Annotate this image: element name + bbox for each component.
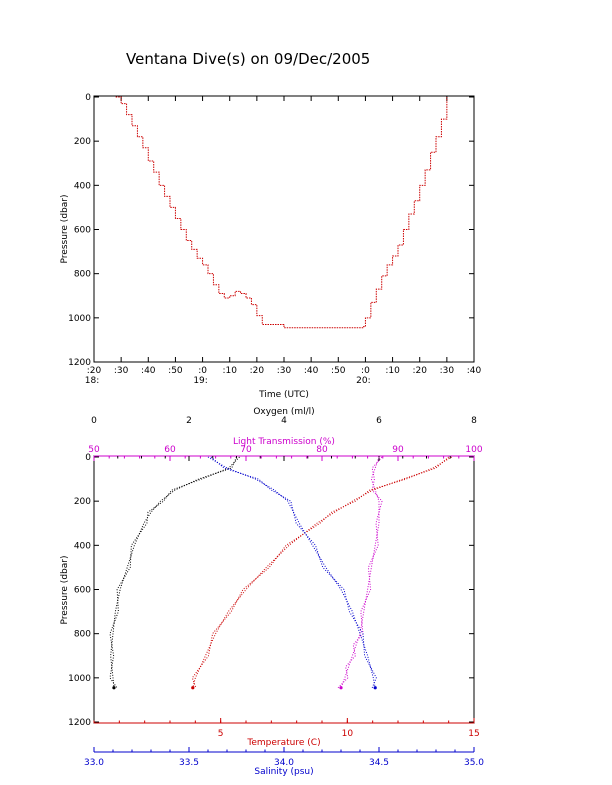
temperature-tick-label: 15 xyxy=(468,729,479,739)
dive-ytick-label: 1000 xyxy=(68,314,91,324)
salinity-profile-line xyxy=(210,456,377,688)
dive-depth-line xyxy=(115,96,448,329)
dive-ytick-label: 400 xyxy=(74,181,91,191)
salinity-axis: 33.0 33.5 34.0 34.5 35.0 xyxy=(84,747,484,768)
dive-xtick-label: :40 xyxy=(304,366,319,376)
dive-series xyxy=(115,96,448,329)
profile-plot-frame xyxy=(93,455,475,724)
oxygen-tick-label: 2 xyxy=(186,416,192,426)
light-tick-label: 60 xyxy=(164,445,176,455)
dive-xtick-label: :30 xyxy=(114,366,129,376)
oxygen-tick-label: 4 xyxy=(281,416,287,426)
page-title: Ventana Dive(s) on 09/Dec/2005 xyxy=(126,50,371,68)
oxygen-tick-label: 0 xyxy=(91,416,97,426)
oxygen-axis-label: Oxygen (ml/l) xyxy=(253,407,314,417)
profile-ytick-label: 1000 xyxy=(68,674,91,684)
temperature-bottom-point xyxy=(191,686,195,690)
salinity-tick-label: 34.5 xyxy=(369,758,389,768)
dive-xtick-label: :0 xyxy=(361,366,370,376)
profile-series xyxy=(109,456,452,690)
salinity-tick-label: 34.0 xyxy=(274,758,294,768)
dive-xtick-label: :20 xyxy=(412,366,427,376)
light-bottom-point xyxy=(339,686,343,690)
profile-ytick-label: 800 xyxy=(74,630,91,640)
salinity-bottom-point xyxy=(373,686,377,690)
dive-xtick-label: :30 xyxy=(440,366,455,376)
dive-ytick-label: 600 xyxy=(74,226,91,236)
temperature-tick-label: 10 xyxy=(342,729,354,739)
light-tick-label: 50 xyxy=(88,445,100,455)
temperature-axis-label: Temperature (C) xyxy=(246,738,320,748)
profile-ytick-label: 600 xyxy=(74,586,91,596)
light-tick-label: 70 xyxy=(240,445,252,455)
salinity-tick-label: 35.0 xyxy=(464,758,484,768)
salinity-axis-label: Salinity (psu) xyxy=(254,767,313,777)
profile-ylabel: Pressure (dbar) xyxy=(60,556,70,625)
dive-xtick-hour: 18: xyxy=(85,376,99,386)
dive-y-axis: 0 200 400 600 800 1000 1200 xyxy=(68,93,474,368)
dive-ytick-label: 200 xyxy=(74,137,91,147)
dive-ytick-label: 0 xyxy=(85,93,91,103)
oxygen-tick-label: 8 xyxy=(471,416,477,426)
light-axis-label: Light Transmission (%) xyxy=(233,437,335,447)
dive-ytick-label: 800 xyxy=(74,270,91,280)
dive-x-axis: :2018::30:40:50:019::10:20:30:40:50:020:… xyxy=(85,96,482,386)
profile-ytick-label: 400 xyxy=(74,541,91,551)
light-tick-label: 90 xyxy=(392,445,404,455)
dive-xtick-label: :0 xyxy=(198,366,207,376)
light-axis: 50 60 70 80 90 100 xyxy=(88,445,483,461)
dive-xtick-label: :20 xyxy=(87,366,102,376)
dive-xtick-label: :10 xyxy=(385,366,400,376)
dive-ytick-label: 1200 xyxy=(68,358,91,368)
dive-xtick-label: :40 xyxy=(141,366,156,376)
temperature-axis: 5 10 15 xyxy=(93,718,480,739)
dive-xlabel: Time (UTC) xyxy=(258,390,309,400)
dive-plot-frame xyxy=(93,95,475,363)
dive-xtick-label: :10 xyxy=(222,366,237,376)
temperature-tick-label: 5 xyxy=(218,729,224,739)
salinity-tick-label: 33.5 xyxy=(179,758,199,768)
salinity-tick-label: 33.0 xyxy=(84,758,104,768)
dive-xtick-hour: 19: xyxy=(193,376,207,386)
oxygen-bottom-point xyxy=(112,686,116,690)
dive-xtick-label: :40 xyxy=(467,366,482,376)
profile-ytick-label: 1200 xyxy=(68,718,91,728)
dive-xtick-label: :50 xyxy=(168,366,183,376)
dive-xtick-hour: 20: xyxy=(356,376,370,386)
light-tick-label: 100 xyxy=(465,445,482,455)
light-tick-label: 80 xyxy=(316,445,328,455)
oxygen-tick-label: 6 xyxy=(376,416,382,426)
temperature-profile-line xyxy=(192,456,449,688)
salinity-profile-line xyxy=(207,456,376,688)
dive-xtick-label: :30 xyxy=(277,366,292,376)
profile-ytick-label: 200 xyxy=(74,497,91,507)
oxygen-profile-line xyxy=(110,456,237,688)
dive-xtick-label: :50 xyxy=(331,366,346,376)
dive-ylabel: Pressure (dbar) xyxy=(60,195,70,264)
profile-ytick-label: 0 xyxy=(85,453,91,463)
light-profile-line xyxy=(337,456,383,689)
oxygen-profile-line xyxy=(109,456,240,689)
profile-y-axis: 0 200 400 600 800 1000 1200 xyxy=(68,453,474,728)
dive-xtick-label: :20 xyxy=(250,366,265,376)
temperature-profile-line xyxy=(191,456,452,688)
